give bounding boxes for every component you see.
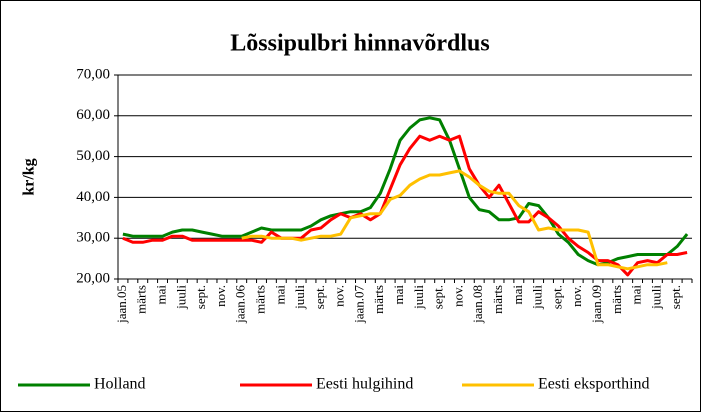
x-tick-label: jaan.05 [114,285,129,324]
x-tick-label: mai [510,285,525,305]
x-tick-label: mai [629,285,644,305]
x-tick-label: märts [371,285,386,314]
y-tick-label: 70,00 [76,66,110,82]
x-tick-label: sept. [312,285,327,309]
x-tick-label: jaan.09 [589,285,604,324]
x-tick-label: sept. [549,285,564,309]
legend-label: Eesti hulgihind [316,376,413,393]
y-tick-label: 50,00 [76,148,110,164]
x-tick-label: jaan.06 [233,285,248,324]
x-tick-label: nov. [569,285,584,307]
x-tick-label: juuli [173,285,188,310]
series-line [122,134,688,277]
y-tick-label: 30,00 [76,230,110,246]
y-axis-label: kr/kg [21,158,38,195]
x-tick-label: märts [490,285,505,314]
x-tick-label: märts [252,285,267,314]
x-tick-label: juuli [530,285,545,310]
x-tick-label: mai [154,285,169,305]
y-tick-label: 60,00 [76,107,110,123]
x-tick-label: nov. [213,285,228,307]
x-tick-label: juuli [411,285,426,310]
x-tick-label: nov. [332,285,347,307]
x-tick-label: jaan.07 [351,285,366,324]
x-tick-label: juuli [292,285,307,310]
x-tick-label: juuli [648,285,663,310]
chart-title: Lõssipulbri hinnavõrdlus [230,31,489,57]
legend-label: Eesti eksporthind [538,376,650,393]
x-tick-label: sept. [193,285,208,309]
legend-label: Holland [94,376,146,393]
x-tick-label: jaan.08 [470,285,485,324]
x-tick-label: nov. [450,285,465,307]
y-tick-label: 40,00 [76,189,110,205]
x-tick-label: märts [609,285,624,314]
series-line [122,116,689,267]
x-tick-label: sept. [431,285,446,309]
x-tick-label: sept. [668,285,683,309]
x-tick-label: märts [134,285,149,314]
series-line [241,169,668,271]
x-tick-label: mai [391,285,406,305]
x-tick-label: mai [272,285,287,305]
y-tick-label: 20,00 [76,270,110,286]
